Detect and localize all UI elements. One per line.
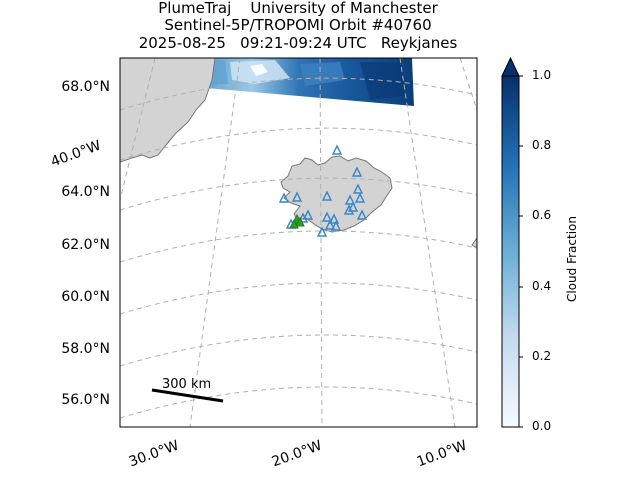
colorbar-tick-1-0: 1.0 xyxy=(532,68,552,82)
station-marker xyxy=(324,219,336,230)
longitude-gridlines xyxy=(120,58,477,427)
title-line-3: 2025-08-25 09:21-09:24 UTC Reykjanes xyxy=(138,34,458,52)
station-marker xyxy=(316,226,328,237)
vent-marker xyxy=(289,218,299,229)
station-marker xyxy=(343,204,355,215)
scale-bar xyxy=(151,388,224,403)
lat-label-62: 62.0°N xyxy=(61,237,110,253)
station-marker xyxy=(344,194,356,205)
latitude-gridlines xyxy=(120,77,477,419)
scale-bar-label: 300 km xyxy=(162,377,212,392)
lat-label-58: 58.0°N xyxy=(61,341,110,357)
lat-label-64: 64.0°N xyxy=(61,184,110,200)
title-line-1: PlumeTraj University of Manchester xyxy=(158,0,438,17)
colorbar xyxy=(501,56,523,428)
scandinavia-edge xyxy=(471,237,477,249)
station-marker xyxy=(328,213,340,224)
colorbar-title: Cloud Fraction xyxy=(565,216,579,302)
vent-marker xyxy=(295,216,305,227)
station-marker xyxy=(354,192,366,203)
reykjanes-vent-markers xyxy=(289,213,305,229)
station-marker xyxy=(347,201,359,212)
station-marker xyxy=(330,220,342,231)
station-marker xyxy=(291,191,303,202)
station-marker xyxy=(331,144,343,155)
colorbar-tick-0-4: 0.4 xyxy=(532,279,552,293)
station-markers xyxy=(278,144,368,237)
station-marker xyxy=(321,211,333,222)
lat-label-68: 68.0°N xyxy=(61,79,110,95)
lat-label-56: 56.0°N xyxy=(61,392,110,408)
colorbar-tick-0-6: 0.6 xyxy=(532,208,552,222)
map-frame xyxy=(119,57,478,428)
station-marker xyxy=(297,212,309,223)
station-marker xyxy=(321,190,333,201)
station-marker xyxy=(302,209,314,220)
colorbar-tick-0-0: 0.0 xyxy=(532,419,552,433)
colorbar-extend-arrow xyxy=(501,56,520,77)
station-marker xyxy=(352,183,364,194)
station-marker xyxy=(356,209,368,220)
colorbar-ticks xyxy=(519,75,523,428)
colorbar-tick-0-8: 0.8 xyxy=(532,138,552,152)
greenland-landmass xyxy=(120,58,216,163)
colorbar-tick-0-2: 0.2 xyxy=(532,349,552,363)
station-marker xyxy=(351,166,363,177)
station-marker xyxy=(278,192,290,203)
title-line-2: Sentinel-5P/TROPOMI Orbit #40760 xyxy=(164,16,432,34)
lat-label-60: 60.0°N xyxy=(61,289,110,305)
